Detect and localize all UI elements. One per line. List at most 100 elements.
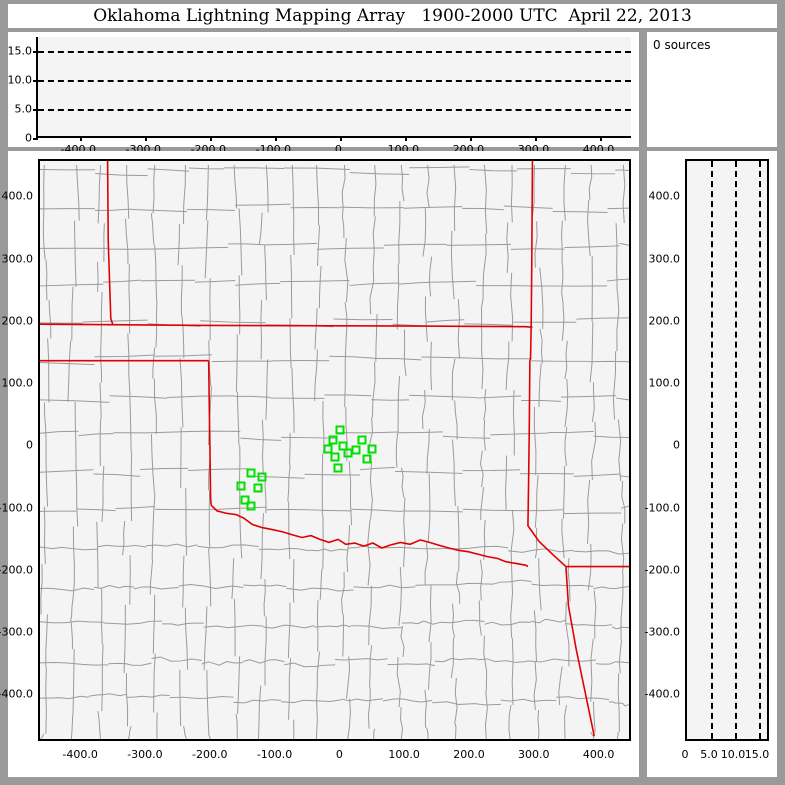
y-axis-label: 200.0 — [1, 314, 34, 328]
y-axis-label: -100.0 — [0, 501, 33, 515]
source-marker — [343, 448, 353, 458]
sources-count-label: 0 sources — [653, 38, 711, 52]
y-axis-tick — [685, 385, 687, 387]
gridline-vertical — [735, 161, 737, 739]
source-marker — [362, 454, 372, 464]
x-axis-label: 5.0 — [700, 748, 718, 761]
source-marker — [323, 444, 333, 454]
y-axis-tick — [33, 51, 38, 54]
x-axis-tick — [535, 136, 538, 141]
source-marker — [357, 435, 367, 445]
source-marker — [333, 463, 343, 473]
y-axis-label: 100.0 — [648, 376, 681, 390]
x-axis-label: 0 — [334, 143, 342, 156]
y-axis-label: 0 — [25, 131, 32, 145]
y-axis-tick — [685, 510, 687, 512]
x-axis-tick — [275, 136, 278, 141]
y-axis-tick — [38, 323, 40, 325]
y-axis-label: 0 — [26, 438, 33, 452]
y-axis-tick — [38, 261, 40, 263]
y-axis-label: -400.0 — [0, 687, 33, 701]
y-axis-label: 200.0 — [648, 314, 681, 328]
y-axis-label: -300.0 — [0, 625, 33, 639]
source-marker — [335, 425, 345, 435]
y-axis-tick — [33, 138, 38, 140]
x-axis-tick — [82, 739, 84, 741]
y-axis-label: 15.0 — [7, 44, 33, 58]
x-axis-label: 200.0 — [453, 748, 485, 761]
x-axis-tick — [210, 136, 213, 141]
x-axis-tick — [735, 739, 737, 741]
y-axis-tick — [38, 510, 40, 512]
x-axis-label: -400.0 — [62, 748, 98, 761]
x-axis-label: 15.0 — [744, 748, 770, 761]
x-axis-tick — [470, 136, 473, 141]
map-plot-area[interactable] — [38, 159, 631, 741]
y-axis-tick — [33, 109, 38, 112]
title-bar: Oklahoma Lightning Mapping Array 1900-20… — [8, 4, 777, 28]
x-axis-tick — [471, 739, 473, 741]
y-axis-label: -200.0 — [644, 563, 680, 577]
x-axis-tick — [340, 136, 343, 141]
x-axis-tick — [601, 739, 603, 741]
source-marker — [240, 495, 250, 505]
gridline-vertical — [759, 161, 761, 739]
y-axis-tick — [685, 447, 687, 449]
y-axis-label: 400.0 — [1, 189, 34, 203]
x-axis-tick — [406, 739, 408, 741]
y-axis-label: 10.0 — [7, 73, 33, 87]
x-axis-label: 0 — [681, 748, 689, 761]
gridline-vertical — [711, 161, 713, 739]
y-axis-tick — [685, 198, 687, 200]
y-axis-tick — [38, 385, 40, 387]
y-axis-tick — [38, 198, 40, 200]
x-axis-tick — [277, 739, 279, 741]
y-axis-tick — [685, 261, 687, 263]
y-axis-label: 0 — [673, 438, 680, 452]
y-axis-tick — [685, 572, 687, 574]
x-axis-tick — [759, 739, 761, 741]
x-axis-label: 0 — [335, 748, 343, 761]
source-marker — [367, 444, 377, 454]
y-axis-tick — [38, 447, 40, 449]
x-axis-label: 400.0 — [582, 748, 615, 761]
y-axis-tick — [685, 323, 687, 325]
x-axis-tick — [687, 739, 689, 741]
y-axis-label: -200.0 — [0, 563, 33, 577]
source-marker — [236, 481, 246, 491]
source-marker — [253, 483, 263, 493]
x-axis-tick — [212, 739, 214, 741]
x-axis-tick — [147, 739, 149, 741]
y-axis-tick — [33, 80, 38, 83]
y-axis-tick — [685, 696, 687, 698]
gridline-horizontal — [38, 51, 631, 54]
x-axis-label: -200.0 — [192, 748, 228, 761]
x-axis-label: 10.0 — [720, 748, 746, 761]
source-marker — [257, 472, 267, 482]
source-marker — [338, 441, 348, 451]
y-axis-label: 300.0 — [648, 252, 681, 266]
y-axis-label: 5.0 — [14, 102, 33, 116]
y-axis-label: 400.0 — [648, 189, 681, 203]
x-axis-tick — [600, 136, 603, 141]
page-title: Oklahoma Lightning Mapping Array 1900-20… — [93, 6, 692, 26]
time-height-plot-area — [33, 37, 631, 141]
y-axis-label: -400.0 — [644, 687, 680, 701]
source-marker — [246, 468, 256, 478]
x-axis-label: 100.0 — [388, 748, 420, 761]
sources-count-panel: 0 sources — [647, 32, 777, 147]
x-axis-tick — [145, 136, 148, 141]
x-axis-tick — [80, 136, 83, 141]
x-axis-label: -100.0 — [256, 748, 293, 761]
x-axis-tick — [536, 739, 538, 741]
y-axis-label: 300.0 — [1, 252, 34, 266]
y-axis-label: 100.0 — [1, 376, 34, 390]
y-axis-label: -100.0 — [644, 501, 680, 515]
y-axis-tick — [38, 696, 40, 698]
height-latitude-plot-area — [685, 159, 769, 741]
time-height-panel: 0 5.0 10.0 15.0 -400.0 -300.0 -200.0 -100.0 0 100… — [7, 32, 639, 156]
height-latitude-panel: 400.0 300.0 200.0 100.0 0 -100.0 -200.0 -300.0 -… — [644, 151, 777, 777]
x-axis-tick — [341, 739, 343, 741]
source-marker — [330, 452, 340, 462]
